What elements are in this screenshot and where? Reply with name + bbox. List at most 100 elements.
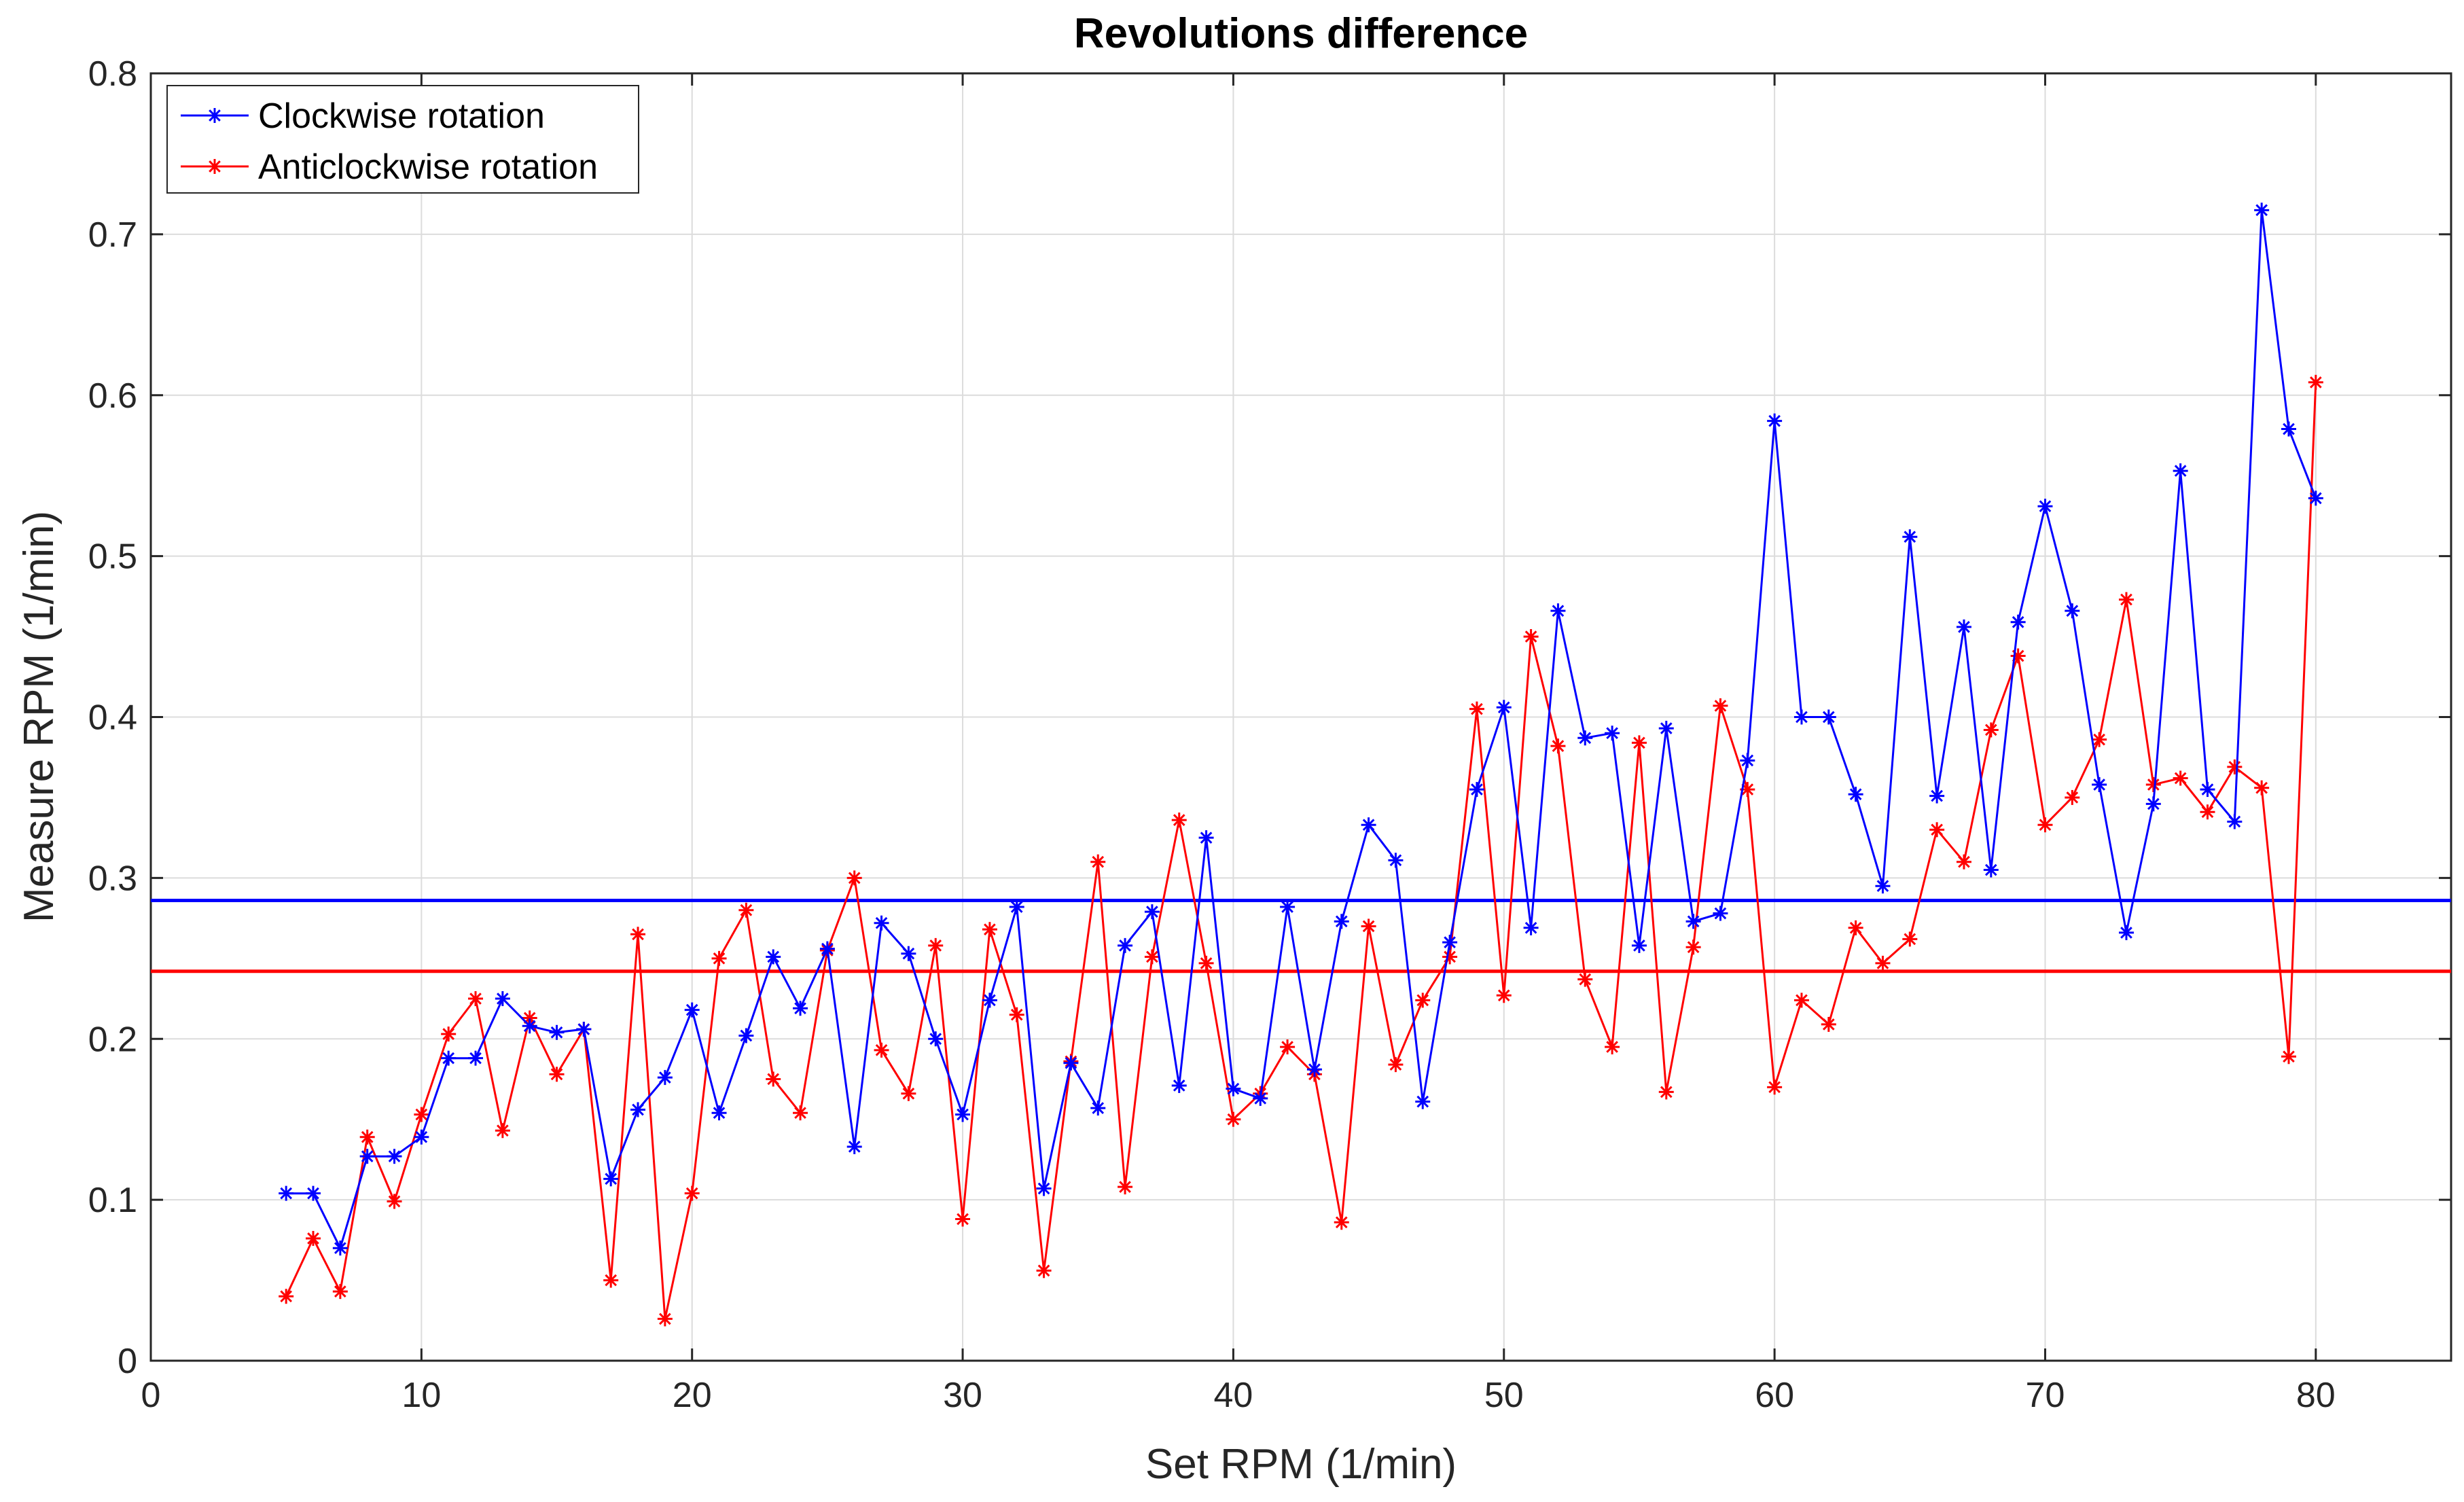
data-point-clockwise [1550,603,1566,619]
data-point-clockwise [657,1070,673,1086]
data-point-clockwise [2065,603,2080,619]
data-point-clockwise [1713,906,1728,921]
data-point-anticlockwise [657,1311,673,1327]
data-point-anticlockwise [1090,854,1106,870]
data-point-clockwise [738,1028,754,1043]
data-point-anticlockwise [1983,722,1999,738]
data-point-anticlockwise [2145,776,2161,792]
data-point-clockwise [2227,814,2243,829]
data-point-clockwise [2308,490,2323,506]
data-point-clockwise [793,1001,808,1016]
data-point-clockwise [2281,421,2296,437]
data-point-anticlockwise [711,950,727,966]
x-tick-label: 50 [1484,1376,1524,1415]
data-point-clockwise [332,1240,348,1256]
data-point-clockwise [2037,499,2053,514]
data-point-anticlockwise [1631,735,1647,751]
data-point-anticlockwise [359,1129,375,1145]
data-point-anticlockwise [306,1230,321,1246]
legend-label-anticlockwise: Anticlockwise rotation [258,147,598,187]
data-point-anticlockwise [1280,1039,1296,1055]
data-point-anticlockwise [1226,1111,1241,1127]
legend-marker-symbol [207,108,222,123]
data-point-clockwise [1198,830,1214,846]
data-point-anticlockwise [2118,592,2134,607]
data-point-anticlockwise [1767,1079,1783,1095]
legend-marker-anticlockwise [207,159,222,174]
data-point-anticlockwise [549,1067,565,1082]
x-tick-label: 30 [943,1376,982,1415]
data-point-anticlockwise [955,1211,971,1227]
chart-title: Revolutions difference [1074,10,1528,57]
y-axis-label: Measure RPM (1/min) [16,511,63,923]
data-point-anticlockwise [332,1284,348,1300]
x-tick-label: 80 [2296,1376,2336,1415]
data-point-anticlockwise [1550,738,1566,754]
data-point-clockwise [1009,899,1024,915]
data-point-anticlockwise [2281,1049,2296,1065]
data-point-clockwise [1144,904,1160,920]
data-point-anticlockwise [1577,971,1593,987]
data-point-anticlockwise [414,1107,429,1122]
data-point-clockwise [387,1149,402,1164]
data-point-anticlockwise [1793,993,1809,1008]
data-point-anticlockwise [1009,1007,1024,1022]
data-point-anticlockwise [846,870,862,886]
data-point-clockwise [2010,614,2026,630]
data-point-clockwise [414,1129,429,1145]
y-tick-label: 0.6 [88,376,137,416]
y-tick-label: 0.5 [88,537,137,577]
data-point-clockwise [1767,413,1783,429]
data-point-clockwise [819,941,835,956]
data-point-clockwise [1469,782,1484,798]
data-point-clockwise [1334,914,1349,929]
data-point-clockwise [1253,1090,1268,1106]
data-point-anticlockwise [1334,1215,1349,1230]
data-point-clockwise [306,1185,321,1201]
data-point-anticlockwise [630,927,646,942]
data-point-anticlockwise [2092,732,2107,747]
data-point-clockwise [603,1171,619,1187]
data-point-anticlockwise [738,902,754,918]
series-anticlockwise [279,374,2323,1327]
data-point-clockwise [1118,937,1133,953]
data-point-anticlockwise [2200,804,2215,820]
data-point-anticlockwise [1713,698,1728,713]
data-point-anticlockwise [1848,920,1863,935]
data-point-anticlockwise [1171,812,1187,828]
data-point-anticlockwise [1605,1039,1620,1055]
data-point-anticlockwise [1118,1179,1133,1195]
y-tick-label: 0.8 [88,54,137,94]
series-clockwise [279,202,2323,1256]
data-point-clockwise [684,1002,700,1018]
data-point-anticlockwise [2037,817,2053,833]
data-point-anticlockwise [2227,759,2243,774]
data-point-clockwise [1226,1081,1241,1096]
data-point-clockwise [630,1102,646,1117]
data-point-anticlockwise [2254,780,2270,795]
data-point-anticlockwise [1821,1016,1836,1032]
y-tick-label: 0.7 [88,215,137,255]
data-point-clockwise [711,1105,727,1121]
series-line-anticlockwise [285,382,2317,1320]
data-point-clockwise [549,1024,565,1040]
data-point-clockwise [1171,1077,1187,1093]
data-point-clockwise [2200,782,2215,798]
data-point-anticlockwise [1496,988,1512,1003]
data-point-clockwise [2145,796,2161,812]
data-point-clockwise [522,1018,537,1034]
data-point-clockwise [1090,1101,1106,1116]
data-point-clockwise [1658,721,1674,736]
data-point-anticlockwise [441,1026,457,1042]
data-point-anticlockwise [1036,1263,1052,1279]
data-point-clockwise [1685,914,1701,929]
data-point-clockwise [495,991,510,1007]
data-point-clockwise [2118,925,2134,940]
data-point-anticlockwise [1685,940,1701,955]
legend-label-clockwise: Clockwise rotation [258,96,545,136]
data-point-clockwise [359,1149,375,1164]
data-point-anticlockwise [1469,701,1484,717]
x-tick-label: 40 [1213,1376,1253,1415]
y-tick-label: 0.4 [88,698,137,738]
y-tick-label: 0 [118,1342,137,1381]
